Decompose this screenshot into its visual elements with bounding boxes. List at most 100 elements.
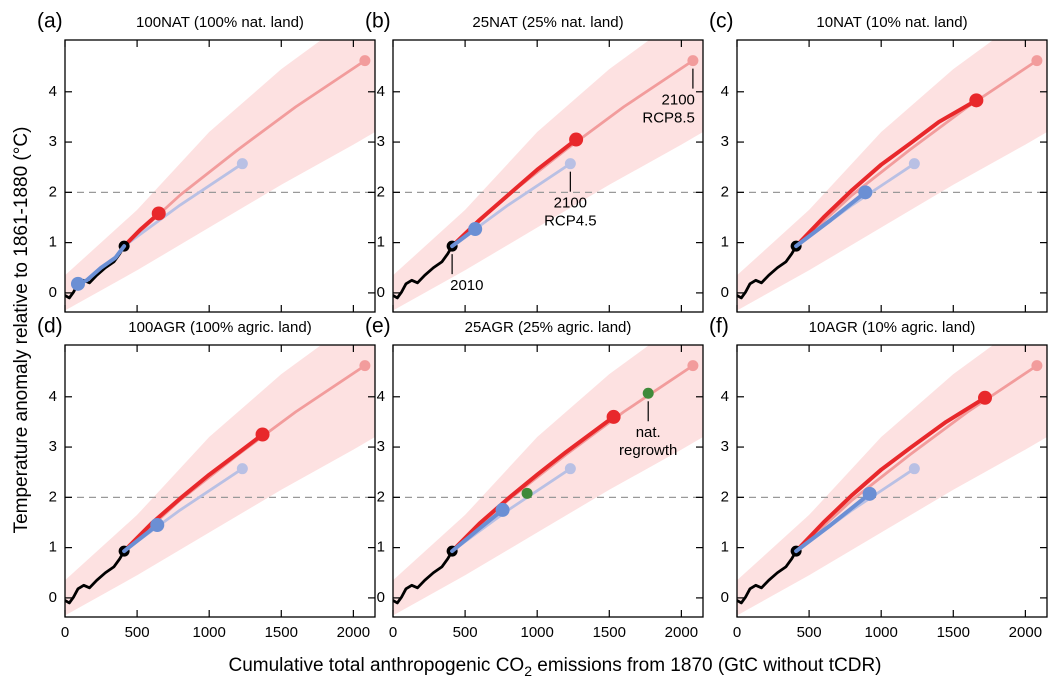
y-tick-label: 3 bbox=[49, 438, 57, 455]
annotation: 2010 bbox=[450, 277, 483, 294]
plot-frame bbox=[736, 39, 1048, 313]
y-tick-label: 3 bbox=[721, 133, 729, 150]
plot-frame bbox=[736, 344, 1048, 618]
x-tick-label: 1000 bbox=[520, 624, 553, 641]
x-tick-label: 0 bbox=[389, 624, 397, 641]
panel: 0 1 2 3 4 0 500 1000 1500 2000 (f) 10AGR (10% agric… bbox=[709, 315, 1048, 641]
end-marker bbox=[468, 222, 483, 237]
end-marker bbox=[255, 427, 270, 442]
x-tick-label: 2000 bbox=[337, 624, 370, 641]
y-tick-label: 2 bbox=[721, 488, 729, 505]
y-tick-label: 0 bbox=[49, 589, 57, 606]
plot-area bbox=[65, 40, 375, 311]
y-tick-label: 1 bbox=[49, 539, 57, 556]
y-tick-label: 2 bbox=[377, 488, 385, 505]
plot-area bbox=[737, 40, 1047, 311]
annotation: RCP4.5 bbox=[544, 213, 597, 230]
end-marker bbox=[858, 185, 873, 200]
end-marker bbox=[978, 390, 992, 405]
annotation: 2100 bbox=[554, 195, 587, 212]
x-axis-label-subscript: 2 bbox=[524, 663, 532, 679]
y-tick-label: 3 bbox=[721, 438, 729, 455]
x-tick-label: 0 bbox=[61, 624, 69, 641]
panel: 0 1 2 3 4 0 500 1000 1500 2000 (d) 100AGR (100% agr… bbox=[37, 315, 376, 641]
x-tick-label: 1000 bbox=[192, 624, 225, 641]
plot-area bbox=[65, 345, 375, 616]
y-tick-label: 0 bbox=[49, 284, 57, 301]
panel-label: (a) bbox=[37, 10, 63, 33]
y-tick-label: 4 bbox=[721, 83, 729, 100]
y-tick-label: 2 bbox=[377, 183, 385, 200]
end-marker bbox=[569, 132, 584, 147]
x-tick-label: 2000 bbox=[665, 624, 698, 641]
uncertainty-band bbox=[65, 40, 375, 311]
end-marker bbox=[908, 158, 920, 170]
line bbox=[794, 59, 1039, 248]
y-axis-label: Temperature anomaly relative to 1861-188… bbox=[11, 127, 32, 534]
line bbox=[122, 432, 265, 554]
plot-area bbox=[393, 40, 703, 311]
end-marker bbox=[564, 158, 576, 170]
panel-title: 100AGR (100% agric. land) bbox=[128, 319, 311, 336]
y-tick-label: 3 bbox=[377, 438, 385, 455]
y-tick-label: 4 bbox=[377, 388, 385, 405]
y-tick-label: 1 bbox=[721, 234, 729, 251]
end-marker bbox=[1031, 360, 1043, 372]
panel: nat.regrowth 0 1 2 3 4 0 500 1000 1500 2000 (e) 25AG… bbox=[365, 315, 704, 641]
line bbox=[794, 491, 872, 554]
x-axis-label-text: emissions from 1870 (GtC without tCDR) bbox=[532, 655, 882, 676]
end-marker bbox=[236, 463, 248, 475]
panel-title: 25NAT (25% nat. land) bbox=[472, 14, 623, 31]
panel-title: 10AGR (10% agric. land) bbox=[809, 319, 976, 336]
panel-label: (b) bbox=[365, 10, 391, 33]
y-tick-label: 0 bbox=[377, 284, 385, 301]
y-tick-label: 1 bbox=[721, 539, 729, 556]
line bbox=[393, 549, 454, 605]
x-tick-label: 1500 bbox=[593, 624, 626, 641]
end-marker bbox=[151, 206, 166, 221]
y-tick-label: 0 bbox=[721, 589, 729, 606]
annotation: 2100 bbox=[662, 92, 695, 109]
panel-label: (c) bbox=[709, 10, 734, 33]
panel-title: 25AGR (25% agric. land) bbox=[465, 319, 632, 336]
uncertainty-band bbox=[737, 40, 1047, 311]
plot-frame bbox=[392, 39, 704, 313]
end-marker bbox=[359, 55, 371, 67]
panel-title: 100NAT (100% nat. land) bbox=[136, 14, 304, 31]
y-tick-label: 1 bbox=[377, 539, 385, 556]
end-marker bbox=[359, 360, 371, 372]
point-marker bbox=[521, 487, 533, 499]
x-tick-label: 1500 bbox=[937, 624, 970, 641]
plot-frame bbox=[64, 39, 376, 313]
y-tick-label: 1 bbox=[49, 234, 57, 251]
line bbox=[393, 244, 454, 300]
y-tick-label: 4 bbox=[377, 83, 385, 100]
y-tick-label: 4 bbox=[721, 388, 729, 405]
point-marker bbox=[642, 387, 654, 399]
uncertainty-band bbox=[393, 40, 703, 311]
panel-label: (e) bbox=[365, 315, 391, 338]
panel-label: (f) bbox=[709, 315, 729, 338]
y-tick-label: 4 bbox=[49, 83, 57, 100]
end-marker bbox=[236, 158, 248, 170]
end-marker bbox=[969, 93, 984, 108]
y-tick-label: 2 bbox=[721, 183, 729, 200]
end-marker bbox=[564, 463, 576, 475]
line bbox=[794, 98, 979, 249]
x-tick-label: 1000 bbox=[864, 624, 897, 641]
end-marker bbox=[1031, 55, 1043, 67]
y-tick-label: 2 bbox=[49, 488, 57, 505]
y-tick-label: 0 bbox=[721, 284, 729, 301]
x-axis-label-text: Cumulative total anthropogenic CO bbox=[228, 655, 524, 676]
plot-frame bbox=[392, 344, 704, 618]
x-tick-label: 2000 bbox=[1009, 624, 1042, 641]
end-marker bbox=[908, 463, 920, 475]
y-tick-label: 3 bbox=[49, 133, 57, 150]
annotation: RCP8.5 bbox=[642, 110, 695, 127]
panel: 0 1 2 3 4 (a) 100NAT (100% nat. land) bbox=[37, 10, 376, 313]
uncertainty-band bbox=[393, 345, 703, 616]
uncertainty-band bbox=[65, 345, 375, 616]
